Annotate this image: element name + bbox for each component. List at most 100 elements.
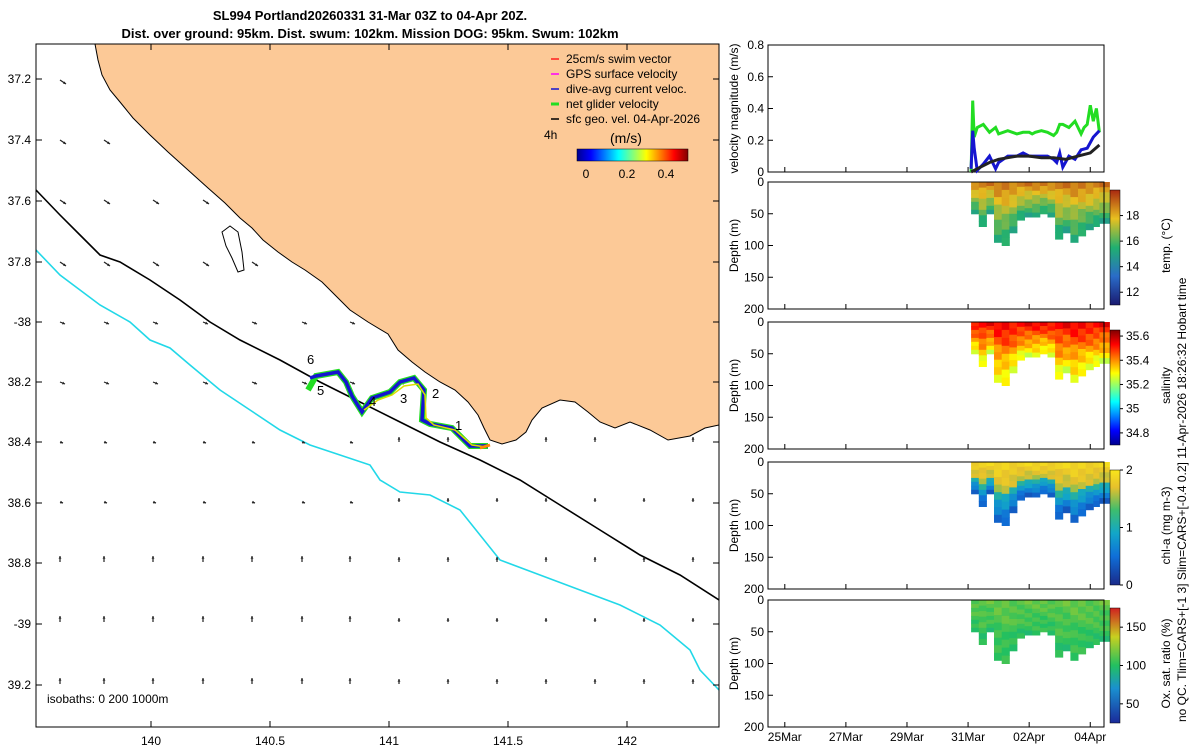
temperature-profile-cell <box>1070 219 1079 228</box>
chlorophyll-profile-cell <box>978 489 987 496</box>
speed-colorbar <box>576 148 689 162</box>
oxygen-profile-cell <box>1062 619 1071 626</box>
oxygen-profile-cell <box>978 622 987 629</box>
legend-item-label: sfc geo. vel. 04-Apr-2026 <box>566 112 700 126</box>
salinity-profile-cell <box>1047 352 1056 358</box>
chlorophyll-profile-cell <box>1009 474 1018 482</box>
oxygen-profile-cell <box>1055 621 1064 629</box>
waypoint-1: 1 <box>455 418 462 433</box>
salinity-panel: 0 50 100 150 200 Depth (m) 34.8 35 35.2 35.4 35.6 s… <box>727 315 1173 456</box>
oxygen-profile-cell <box>1001 623 1010 633</box>
oxygen-profile-cell <box>971 600 980 605</box>
oxygen-profile-cell <box>1016 600 1025 606</box>
temperature-profile-cell <box>1078 182 1087 190</box>
salinity-profile-cell <box>1039 345 1048 351</box>
oxygen-profile-cell <box>1009 600 1018 607</box>
temperature-profile-cell <box>1093 204 1100 211</box>
temperature-ytick-label: 50 <box>751 207 765 221</box>
temperature-profile-cell <box>1001 229 1010 238</box>
title-line-1: SL994 Portland20260331 31-Mar 03Z to 04-… <box>212 8 528 23</box>
oxygen-profile-cell <box>1001 631 1010 641</box>
salinity-profile-cell <box>986 341 995 347</box>
chlorophyll-profile-cell <box>986 469 995 475</box>
salinity-profile-cell <box>1099 342 1110 349</box>
chlorophyll-profile-cell <box>1093 484 1100 491</box>
oxygen-profile-cell <box>1093 638 1100 645</box>
chlorophyll-profile-cell <box>1024 479 1033 485</box>
salinity-profile-cell <box>1016 331 1025 337</box>
temperature-profile-cell <box>1016 210 1025 216</box>
oxygen-profile-cell <box>978 627 987 634</box>
temperature-profile-cell <box>1062 201 1071 208</box>
temperature-ytick-label: 150 <box>744 270 764 284</box>
oxygen-profile-cell <box>1032 630 1041 636</box>
chlorophyll-colorbar-label: chl-a (mg m-3) <box>1159 486 1173 564</box>
chlorophyll-profile-cell <box>1099 467 1110 473</box>
salinity-profile-cell <box>1062 334 1071 342</box>
oxygen-profile-cell <box>1047 630 1056 636</box>
temperature-profile-cell <box>1016 186 1025 193</box>
oxygen-profile-cell <box>1009 612 1018 620</box>
temperature-profile-cell <box>978 220 987 227</box>
chlorophyll-profile-cell <box>994 499 1003 508</box>
oxygen-profile-cell <box>1078 600 1087 608</box>
chlorophyll-profile-cell <box>1009 493 1018 501</box>
salinity-profile-cell <box>1070 337 1079 346</box>
chlorophyll-profile-cell <box>1099 493 1110 499</box>
temperature-profile-cell <box>1009 182 1018 189</box>
velocity-arrow <box>151 616 155 622</box>
salinity-profile-cell <box>971 333 980 339</box>
chlorophyll-profile-cell <box>1047 483 1056 489</box>
chlorophyll-colorbar-tick-label: 0 <box>1126 578 1133 592</box>
oxygen-colorbar <box>1109 607 1121 724</box>
map-lon-tick-label: 140 <box>141 734 161 748</box>
chlorophyll-profile-cell <box>1047 462 1056 467</box>
map-lat-tick-label: -38 <box>14 315 32 329</box>
chlorophyll-profile-cell <box>1016 462 1025 468</box>
isobath-1000m <box>36 249 719 691</box>
temperature-profile-cell <box>1099 202 1110 209</box>
oxygen-profile-cell <box>1062 625 1071 633</box>
map-lon-tick-label: 140.5 <box>255 734 285 748</box>
velocity-arrow <box>495 618 499 622</box>
salinity-profile-cell <box>994 337 1003 346</box>
chlorophyll-profile-cell <box>1070 507 1079 516</box>
oxygen-profile-cell <box>986 615 995 621</box>
oxygen-profile-cell <box>1093 627 1100 634</box>
temperature-profile-cell <box>1055 189 1064 197</box>
salinity-profile-cell <box>1001 345 1010 355</box>
time-axis-tick-label: 04Apr <box>1074 730 1106 744</box>
oxygen-profile-cell <box>986 623 995 629</box>
temperature-profile-cell <box>978 204 987 211</box>
chlorophyll-profile-cell <box>1099 498 1110 504</box>
temperature-profile-cell <box>1099 213 1110 219</box>
salinity-profile-cell <box>1062 366 1071 374</box>
oxygen-profile-cell <box>1055 642 1064 651</box>
salinity-profile-cell <box>1001 329 1010 339</box>
oxygen-profile-cell <box>1024 613 1033 618</box>
salinity-profile-cell <box>1047 343 1056 349</box>
chlorophyll-profile-cell <box>1093 462 1100 469</box>
temperature-profile-cell <box>1024 186 1033 192</box>
chlorophyll-profile-cell <box>971 473 980 479</box>
temperature-profile-cell <box>1009 220 1018 227</box>
oxygen-profile-cell <box>986 600 995 605</box>
waypoint-4: 4 <box>369 394 376 409</box>
temperature-profile-cell <box>1099 218 1110 224</box>
oxygen-profile-cell <box>971 604 980 609</box>
salinity-profile-cell <box>1055 329 1064 337</box>
chlorophyll-profile-cell <box>1093 500 1100 507</box>
temperature-profile-cell <box>1001 237 1010 246</box>
legend-item: sfc geo. vel. 04-Apr-2026 <box>551 112 700 126</box>
temperature-profile-cell <box>978 215 987 222</box>
velocity-arrow <box>103 500 108 504</box>
chlorophyll-profile-cell <box>1001 493 1010 503</box>
oxygen-ytick-label: 150 <box>744 688 764 702</box>
chlorophyll-ylabel: Depth (m) <box>727 499 741 552</box>
temperature-profile-cell <box>1093 209 1100 216</box>
salinity-profile-cell <box>1016 326 1025 333</box>
oxygen-profile-cell <box>1055 607 1064 615</box>
velocity-arrow <box>301 500 306 504</box>
salinity-colorbar-tick-label: 34.8 <box>1126 426 1150 440</box>
